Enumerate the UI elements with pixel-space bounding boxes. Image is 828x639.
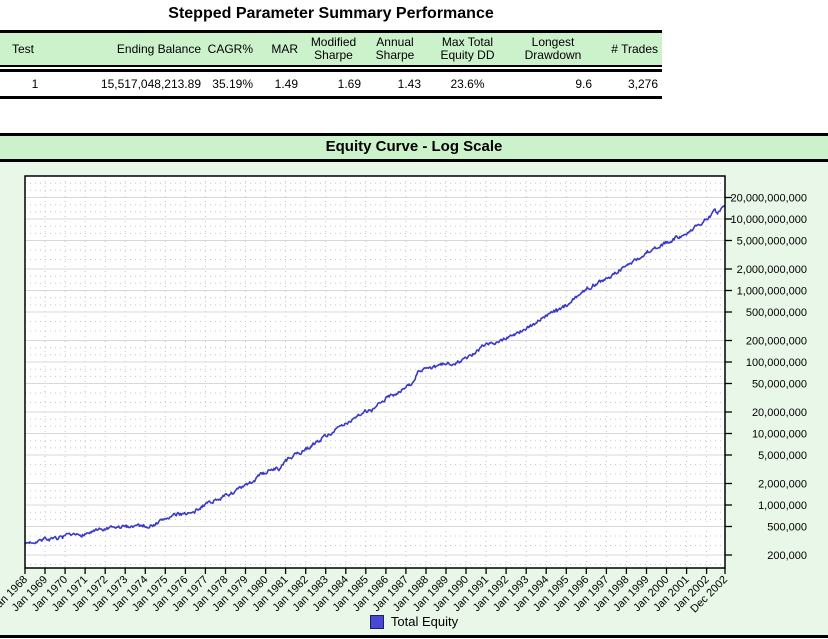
svg-text:1,000,000,000: 1,000,000,000 xyxy=(737,286,807,298)
grid xyxy=(25,176,725,568)
y-axis-labels: 200,000 500,000 1,000,000 2,000,000 5,000,00… xyxy=(725,193,807,562)
table-top-rule xyxy=(0,30,662,33)
svg-text:50,000,000: 50,000,000 xyxy=(752,379,807,391)
header-cell: # Trades xyxy=(611,41,658,56)
svg-text:2,000,000: 2,000,000 xyxy=(758,479,807,491)
svg-text:10,000,000: 10,000,000 xyxy=(752,429,807,441)
value-cell: 15,517,048,213.89 xyxy=(100,77,201,91)
table-header-row: Test Ending Balance CAGR% MAR Modified Sharp… xyxy=(0,33,662,65)
value-cell: 1 xyxy=(31,77,39,91)
svg-text:500,000,000: 500,000,000 xyxy=(746,307,807,319)
chart-title: Equity Curve - Log Scale xyxy=(325,138,503,155)
table-row: 1 15,517,048,213.89 35.19% 1.49 1.69 1.43 23.6… xyxy=(0,72,662,96)
svg-text:200,000: 200,000 xyxy=(767,550,807,562)
value-cell: 1.69 xyxy=(337,77,361,91)
equity-chart: Jan 1968 Jan 1969 Jan 1970 Jan 1971 Jan 1972… xyxy=(0,162,828,639)
value-cell: 1.49 xyxy=(274,77,298,91)
svg-text:5,000,000: 5,000,000 xyxy=(758,450,807,462)
plot-area xyxy=(25,176,725,568)
value-cell: 23.6% xyxy=(450,77,485,91)
header-cell: Ending Balance xyxy=(116,41,201,56)
svg-text:200,000,000: 200,000,000 xyxy=(746,336,807,348)
summary-table: Test Ending Balance CAGR% MAR Modified Sharp… xyxy=(0,30,662,99)
svg-text:1,000,000: 1,000,000 xyxy=(758,500,807,512)
svg-text:10,000,000,000: 10,000,000,000 xyxy=(731,214,807,226)
svg-text:500,000: 500,000 xyxy=(767,522,807,534)
header-cell: MAR xyxy=(271,41,298,56)
panel-bottom-rule xyxy=(0,635,828,638)
value-cell: 1.43 xyxy=(397,77,421,91)
svg-text:5,000,000,000: 5,000,000,000 xyxy=(737,236,807,248)
header-cell: Modified Sharpe xyxy=(310,35,357,62)
svg-text:20,000,000,000: 20,000,000,000 xyxy=(731,193,807,205)
summary-title: Stepped Parameter Summary Performance xyxy=(168,5,494,22)
legend-swatch xyxy=(369,614,384,629)
table-bottom-rule xyxy=(0,96,662,99)
table-body: 1 15,517,048,213.89 35.19% 1.49 1.69 1.43 23.6… xyxy=(0,72,662,96)
equity-curve xyxy=(24,204,726,545)
plot-border xyxy=(24,175,726,569)
table-header-rule xyxy=(0,65,662,72)
header-cell: Test xyxy=(12,41,35,56)
svg-text:20,000,000: 20,000,000 xyxy=(752,407,807,419)
svg-text:100,000,000: 100,000,000 xyxy=(746,357,807,369)
legend-label: Total Equity xyxy=(390,614,459,629)
svg-text:2,000,000,000: 2,000,000,000 xyxy=(737,264,807,276)
header-cell: Annual Sharpe xyxy=(375,35,415,62)
value-cell: 3,276 xyxy=(627,77,658,91)
chart-title-bar: Equity Curve - Log Scale xyxy=(0,133,828,162)
value-cell: 35.19% xyxy=(212,77,253,91)
header-cell: Longest Drawdown xyxy=(524,35,582,62)
value-cell: 9.6 xyxy=(575,77,592,91)
equity-chart-panel: Jan 1968 Jan 1969 Jan 1970 Jan 1971 Jan 1972… xyxy=(0,162,828,635)
legend: Total Equity xyxy=(0,614,828,629)
header-cell: Max Total Equity DD xyxy=(440,35,495,62)
header-cell: CAGR% xyxy=(207,41,253,56)
